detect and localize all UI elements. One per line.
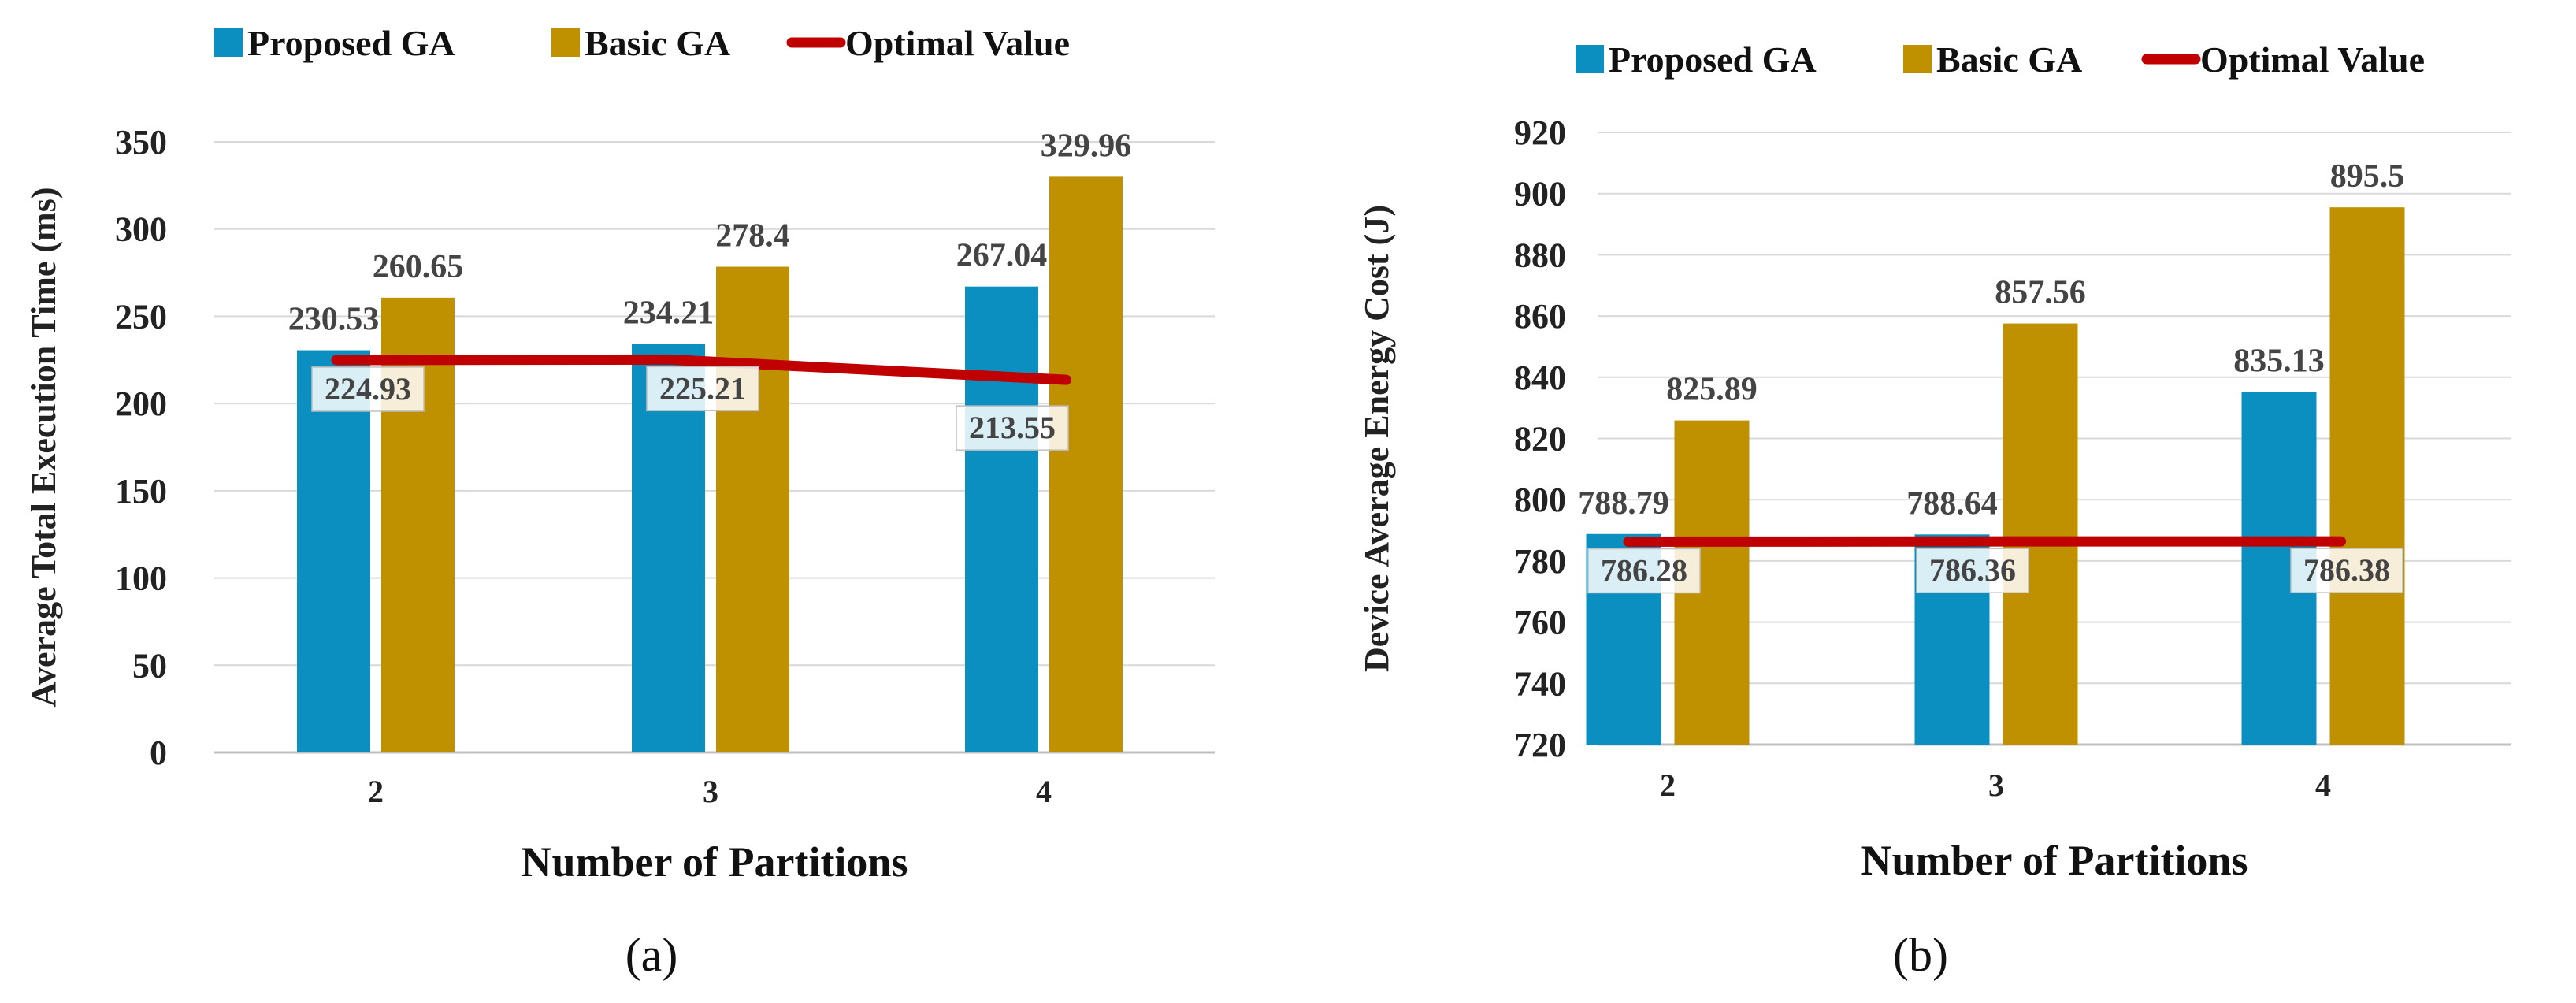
x-tick-label: 4 xyxy=(2315,767,2331,803)
y-tick-label: 900 xyxy=(1514,175,1566,214)
legend-label: Basic GA xyxy=(1936,39,2082,80)
y-tick-label: 350 xyxy=(115,123,167,162)
y-tick-label: 860 xyxy=(1514,297,1566,336)
legend-label: Optimal Value xyxy=(845,23,1070,63)
x-axis-title: Number of Partitions xyxy=(522,838,908,886)
y-axis-title: Device Average Energy Cost (J) xyxy=(1357,205,1396,672)
x-tick-label: 3 xyxy=(703,774,718,809)
y-tick-label: 820 xyxy=(1514,420,1566,459)
y-tick-label: 920 xyxy=(1514,113,1566,152)
panel-label: (a) xyxy=(625,929,678,981)
data-label-proposed-ga-3: 788.64 xyxy=(1906,485,1998,522)
data-label-proposed-ga-4: 835.13 xyxy=(2233,344,2325,380)
y-tick-label: 100 xyxy=(115,559,167,598)
data-label-optimal-4: 786.38 xyxy=(2303,552,2390,588)
chart-panel-a: 0 50 100 150 200 250 300 350 Average Total Execu… xyxy=(24,23,1215,981)
data-label-basic-ga-4: 329.96 xyxy=(1041,128,1132,164)
legend-label: Basic GA xyxy=(585,23,730,63)
data-label-proposed-ga-2: 230.53 xyxy=(288,302,380,338)
x-tick-label: 4 xyxy=(1036,774,1052,809)
panel-label: (b) xyxy=(1893,929,1948,981)
data-label-proposed-ga-4: 267.04 xyxy=(956,238,1048,274)
data-label-optimal-4: 213.55 xyxy=(969,410,1056,445)
y-tick-label: 0 xyxy=(150,734,167,772)
y-tick-label: 740 xyxy=(1514,664,1566,703)
data-label-optimal-2: 786.28 xyxy=(1601,553,1687,589)
data-label-basic-ga-3: 278.4 xyxy=(715,218,790,254)
bar-basic-ga-4 xyxy=(2329,207,2405,745)
y-tick-label: 720 xyxy=(1514,726,1566,764)
bar-basic-ga-4 xyxy=(1049,176,1123,753)
legend-label: Proposed GA xyxy=(1609,39,1817,80)
data-label-box xyxy=(1916,548,2029,593)
x-tick-label: 2 xyxy=(368,774,384,809)
data-label-basic-ga-3: 857.56 xyxy=(1995,275,2086,311)
legend-swatch-basic-ga xyxy=(1903,45,1932,73)
bar-basic-ga-3 xyxy=(716,266,789,752)
legend-swatch-proposed-ga xyxy=(1576,45,1604,73)
bar-proposed-ga-2 xyxy=(297,350,370,752)
y-tick-label: 780 xyxy=(1514,542,1566,581)
y-tick-label: 760 xyxy=(1514,604,1566,642)
optimal-value-line xyxy=(331,354,1071,385)
y-tick-label: 150 xyxy=(115,472,167,511)
x-tick-label: 3 xyxy=(1988,767,2004,803)
data-label-box xyxy=(1587,548,1701,594)
legend-swatch-basic-ga xyxy=(551,28,580,57)
data-label-basic-ga-4: 895.5 xyxy=(2330,158,2405,195)
data-label-proposed-ga-2: 788.79 xyxy=(1578,485,1669,522)
data-label-box xyxy=(311,366,425,412)
data-label-optimal-3: 225.21 xyxy=(659,370,746,406)
data-label-basic-ga-2: 825.89 xyxy=(1666,372,1758,408)
x-tick-label: 2 xyxy=(1660,767,1676,803)
bar-basic-ga-3 xyxy=(2003,323,2078,745)
data-label-proposed-ga-3: 234.21 xyxy=(623,295,715,331)
bar-basic-ga-2 xyxy=(381,297,455,752)
y-tick-label: 880 xyxy=(1514,236,1566,274)
y-tick-label: 50 xyxy=(132,646,167,685)
y-tick-label: 840 xyxy=(1514,358,1566,397)
y-tick-label: 200 xyxy=(115,384,167,423)
bar-proposed-ga-4 xyxy=(965,286,1038,752)
y-tick-label: 300 xyxy=(115,210,167,249)
data-label-box xyxy=(2290,548,2403,593)
bar-proposed-ga-3 xyxy=(632,344,705,752)
legend-label: Proposed GA xyxy=(247,23,455,63)
y-tick-label: 250 xyxy=(115,297,167,336)
legend-label: Optimal Value xyxy=(2200,39,2425,80)
legend-swatch-proposed-ga xyxy=(214,28,243,57)
data-label-optimal-3: 786.36 xyxy=(1929,552,2016,588)
y-axis-title: Average Total Execution Time (ms) xyxy=(24,188,63,708)
data-label-basic-ga-2: 260.65 xyxy=(373,249,464,285)
y-tick-label: 800 xyxy=(1514,481,1566,519)
data-label-optimal-2: 224.93 xyxy=(325,371,411,407)
chart-panel-b: 720 740 760 780 800 820 840 860 880 900 920 Device … xyxy=(1357,39,2511,981)
data-label-box xyxy=(956,405,1069,451)
x-axis-title: Number of Partitions xyxy=(1861,837,2248,884)
data-label-box xyxy=(646,366,759,412)
